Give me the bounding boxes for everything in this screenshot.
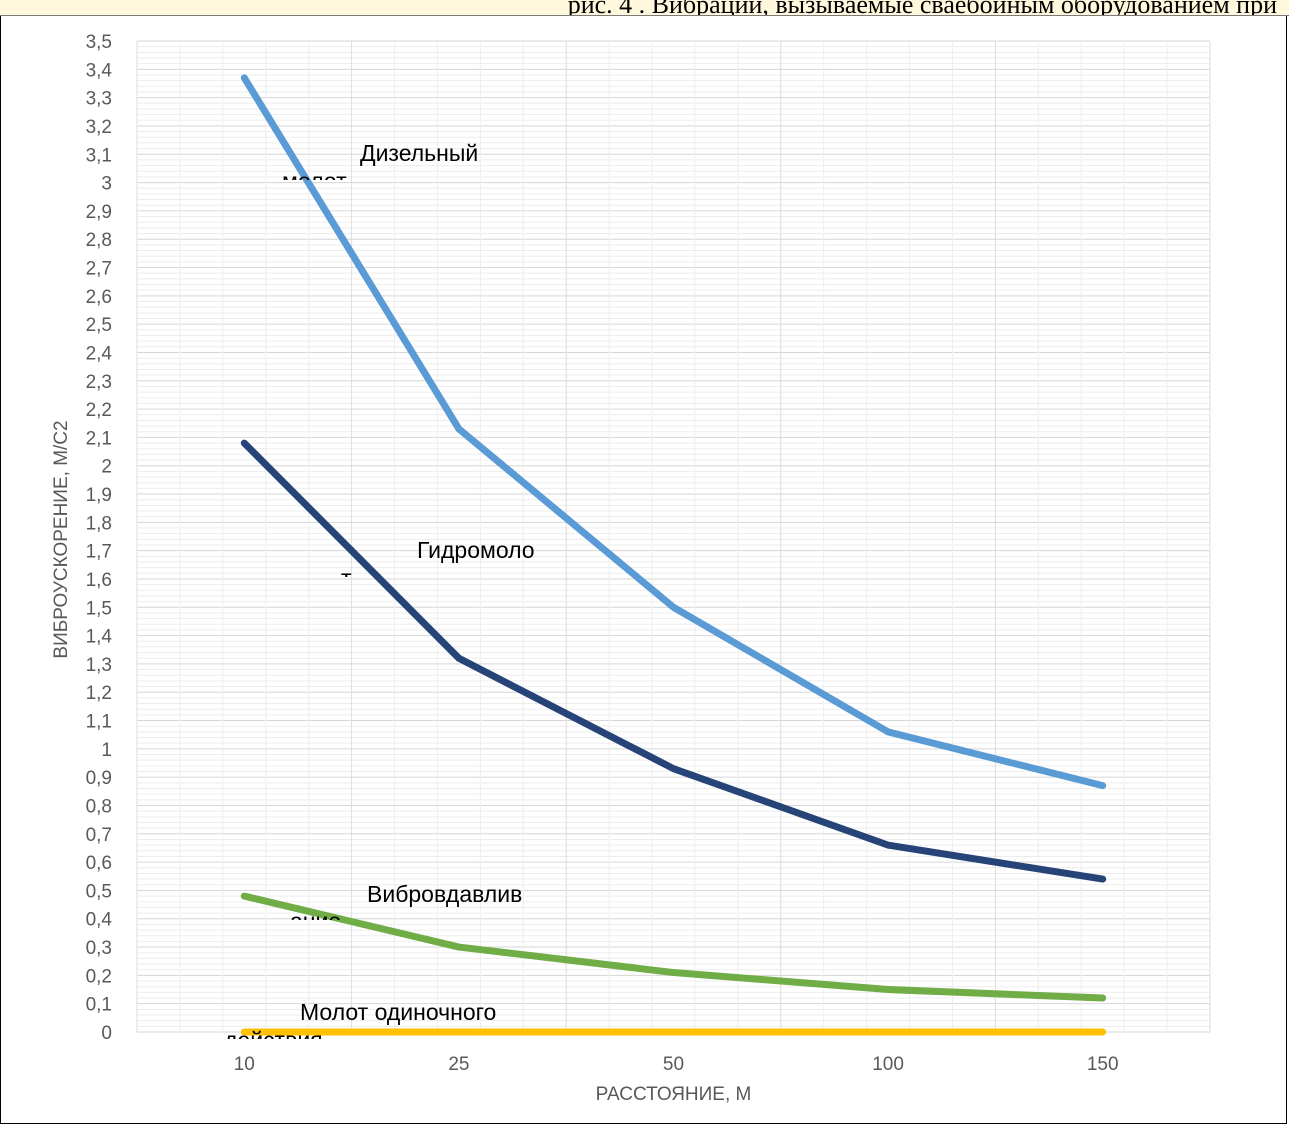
y-tick-label: 0 — [101, 1023, 112, 1044]
y-tick-label: 1,7 — [86, 542, 112, 563]
y-tick-label: 2,3 — [86, 372, 112, 393]
series-label-continuation-1: молот — [282, 168, 347, 194]
y-tick-label: 0,7 — [86, 825, 112, 846]
y-tick-label: 1,9 — [86, 485, 112, 506]
x-tick-label: 50 — [663, 1054, 684, 1075]
y-tick-label: 1,2 — [86, 683, 112, 704]
series-line-2 — [240, 439, 1107, 883]
series-label-continuation-3: ание — [290, 908, 341, 934]
y-tick-label: 3 — [101, 174, 112, 195]
y-tick-label: 2,9 — [86, 202, 112, 223]
y-tick-label: 0,9 — [86, 768, 112, 789]
y-tick-label: 1,8 — [86, 513, 112, 534]
y-tick-label: 2 — [101, 457, 112, 478]
y-tick-label: 3,4 — [86, 60, 113, 81]
caption-text: рис. 4 . Вибрации, вызываемые сваебойным… — [567, 0, 1277, 16]
y-tick-label: 2,6 — [86, 287, 112, 308]
y-tick-label: 2,2 — [86, 400, 112, 421]
series-label-3: Вибровдавлив — [367, 881, 522, 907]
y-tick-label: 2,5 — [86, 315, 112, 336]
series-line-1 — [240, 74, 1107, 790]
x-axis-title: РАССТОЯНИЕ, М — [596, 1084, 752, 1105]
x-tick-label: 100 — [872, 1054, 904, 1075]
y-axis-title: ВИБРОУСКОРЕНИЕ, М/С2 — [51, 420, 72, 658]
caption-strip: рис. 4 . Вибрации, вызываемые сваебойным… — [0, 0, 1289, 16]
y-tick-label: 2,8 — [86, 230, 112, 251]
y-tick-label: 1,5 — [86, 598, 112, 619]
y-tick-label: 3,1 — [86, 145, 112, 166]
series-label-continuation-4: действия — [224, 1027, 323, 1053]
y-tick-label: 0,8 — [86, 796, 112, 817]
x-tick-labels: 10 25 50 100 150 — [234, 1054, 1119, 1075]
y-tick-label: 1 — [101, 740, 112, 761]
y-tick-label: 0,2 — [86, 966, 112, 987]
y-tick-label: 2,7 — [86, 259, 112, 280]
y-tick-label: 0,4 — [86, 910, 113, 931]
series-lines — [240, 74, 1107, 1036]
y-tick-label: 3,2 — [86, 117, 112, 138]
y-tick-label: 0,1 — [86, 995, 112, 1016]
x-tick-label: 150 — [1087, 1054, 1119, 1075]
y-tick-label: 1,3 — [86, 655, 112, 676]
y-tick-label: 1,1 — [86, 712, 112, 733]
y-tick-label: 2,1 — [86, 428, 112, 449]
y-tick-label: 1,6 — [86, 570, 112, 591]
series-label-2: Гидромоло — [417, 537, 535, 563]
y-tick-label: 0,6 — [86, 853, 112, 874]
series-line-3 — [240, 892, 1107, 1002]
y-tick-label: 1,4 — [86, 627, 113, 648]
series-label-continuation-2: т — [341, 565, 352, 591]
y-tick-label: 3,5 — [86, 32, 112, 53]
grid — [136, 40, 1211, 1033]
series-label-4: Молот одиночного — [300, 999, 496, 1025]
y-tick-label: 0,5 — [86, 881, 112, 902]
y-tick-labels: 0 0,1 0,2 0,3 0,4 0,5 0,6 0,7 0,8 0,9 1 1,1 1,2 1,3 1,… — [86, 32, 113, 1044]
series-labels: Дизельный молот Гидромоло т Вибровдавлив ание… — [224, 140, 535, 1053]
y-tick-label: 3,3 — [86, 89, 112, 110]
y-tick-label: 2,4 — [86, 343, 113, 364]
x-tick-label: 25 — [448, 1054, 469, 1075]
series-label-1: Дизельный — [360, 140, 478, 166]
x-tick-label: 10 — [234, 1054, 255, 1075]
y-tick-label: 0,3 — [86, 938, 112, 959]
